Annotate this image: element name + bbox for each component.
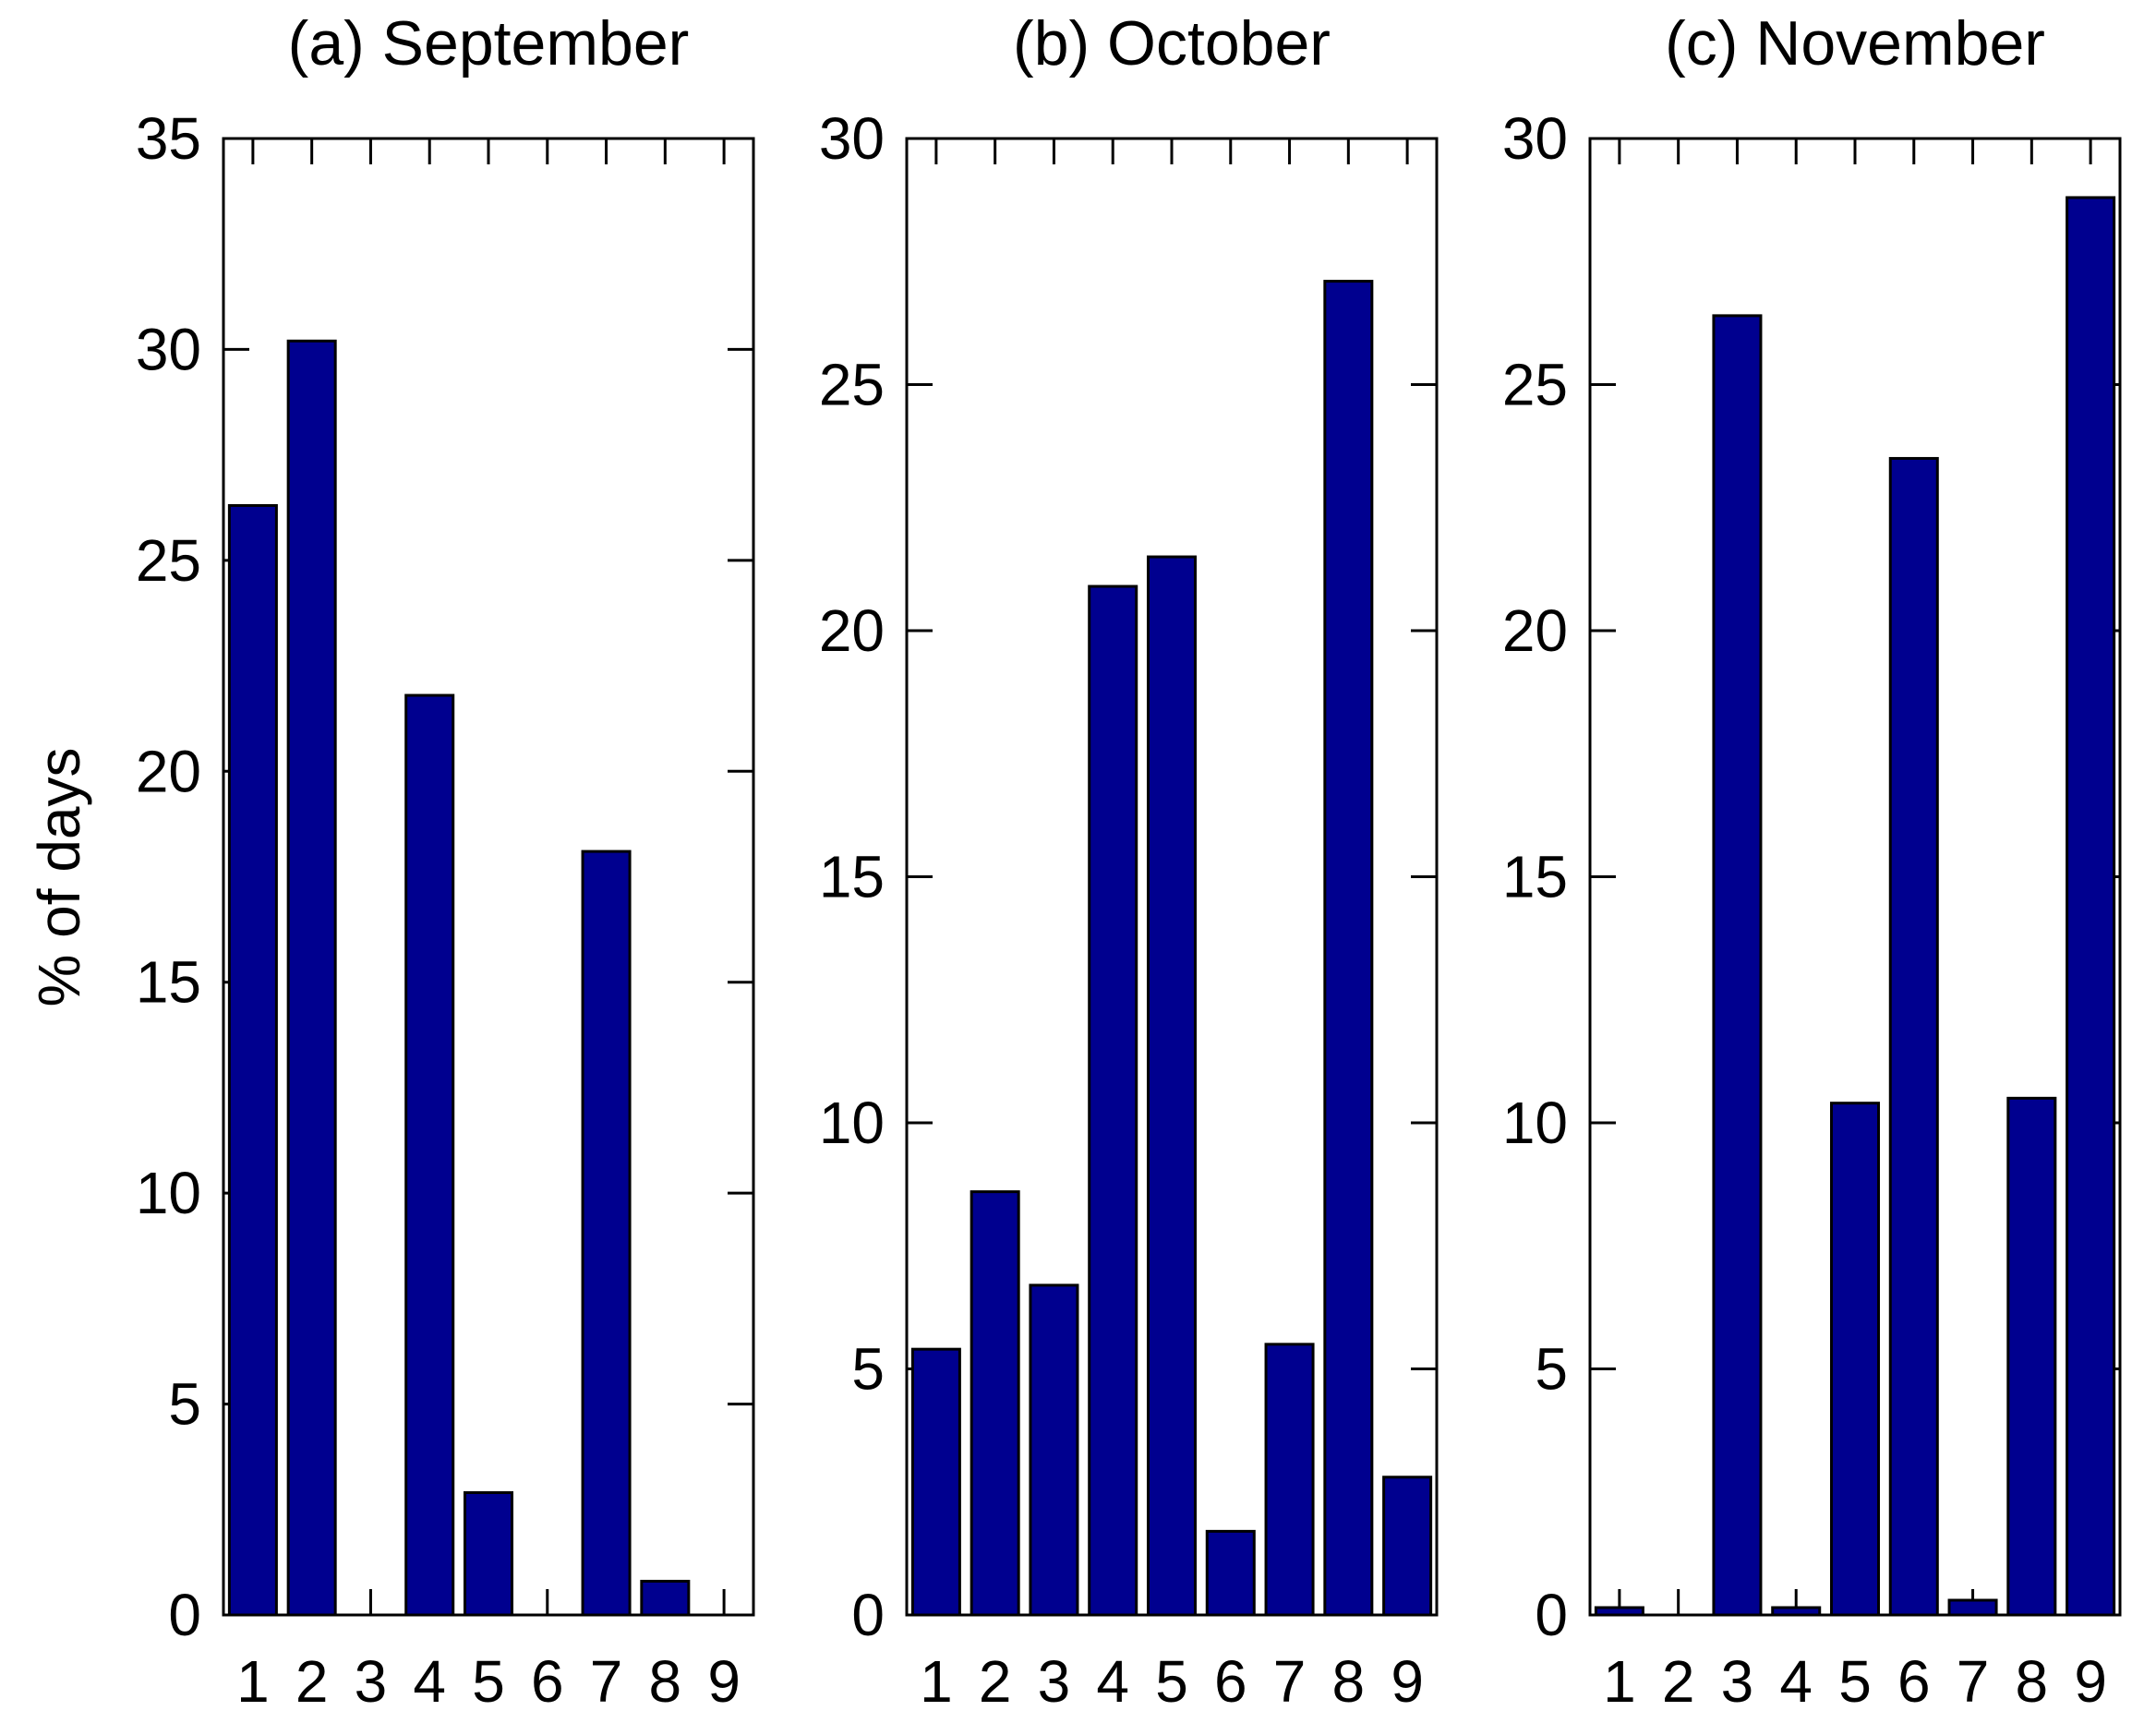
y-tick-label: 20 [136,738,201,804]
bar-4 [404,693,455,1617]
y-tick-label: 30 [819,105,885,172]
x-tick-label: 9 [2074,1648,2107,1715]
bar-6 [1888,456,1939,1617]
y-tick-label: 0 [851,1582,885,1648]
y-tick-label: 10 [1502,1090,1568,1156]
bar-5 [1146,555,1198,1617]
x-tick-label: 5 [1155,1648,1188,1715]
y-tick-label: 25 [136,527,201,594]
bar-7 [581,849,632,1617]
bar-8 [2006,1096,2057,1617]
y-axis-label: % of days [26,747,92,1007]
x-tick-label: 2 [295,1648,329,1715]
x-tick-label: 9 [1391,1648,1424,1715]
bar-5 [1829,1102,1881,1617]
x-tick-label: 6 [1897,1648,1931,1715]
x-tick-label: 6 [531,1648,564,1715]
x-tick-label: 8 [649,1648,682,1715]
bar-5 [463,1491,514,1617]
bar-8 [1323,280,1374,1617]
y-tick-label: 5 [168,1371,201,1438]
panel-c-title: (c) November [1665,8,2045,78]
bar-8 [640,1579,691,1617]
y-tick-label: 20 [1502,597,1568,664]
x-tick-label: 3 [355,1648,388,1715]
bar-3 [1029,1283,1079,1617]
x-tick-label: 1 [1603,1648,1636,1715]
y-tick-label: 15 [819,844,885,910]
x-tick-label: 9 [707,1648,741,1715]
y-tick-label: 25 [819,352,885,418]
bar-6 [1205,1529,1256,1617]
x-tick-label: 7 [590,1648,623,1715]
plot-box [905,137,1439,1617]
panel-b-title: (b) October [1013,8,1331,78]
y-tick-label: 15 [136,949,201,1016]
bar-9 [1382,1476,1433,1617]
y-tick-label: 5 [1535,1336,1568,1403]
panel-(a) September: 051015202530351 2 3 4 5 6 7 8 9 [136,105,755,1715]
x-tick-label: 8 [1332,1648,1366,1715]
x-tick-label: 5 [472,1648,505,1715]
x-tick-label: 1 [920,1648,953,1715]
x-tick-label: 7 [1957,1648,1990,1715]
y-tick-label: 20 [819,597,885,664]
bar-1 [227,503,278,1617]
y-tick-label: 5 [851,1336,885,1403]
y-tick-label: 25 [1502,352,1568,418]
x-tick-label: 2 [979,1648,1012,1715]
panel-(b) October: 0510152025301 2 3 4 5 6 7 8 9 [819,105,1439,1715]
x-tick-label: 4 [413,1648,446,1715]
bar-3 [1712,314,1763,1617]
plot-box [222,137,755,1617]
y-tick-label: 35 [136,105,201,172]
panel-a-title: (a) September [287,8,690,78]
y-tick-label: 0 [168,1582,201,1648]
y-tick-label: 10 [136,1160,201,1226]
y-tick-label: 30 [136,316,201,382]
x-tick-label: 6 [1214,1648,1247,1715]
plot-box [1588,137,2122,1617]
x-tick-label: 4 [1779,1648,1813,1715]
x-tick-label: 1 [236,1648,270,1715]
y-tick-label: 10 [819,1090,885,1156]
x-tick-label: 2 [1662,1648,1695,1715]
bar-1 [910,1347,961,1617]
x-tick-label: 4 [1096,1648,1129,1715]
x-tick-label: 8 [2016,1648,2049,1715]
x-tick-label: 5 [1838,1648,1872,1715]
x-tick-label: 7 [1273,1648,1307,1715]
bar-4 [1088,584,1138,1617]
x-tick-label: 3 [1721,1648,1754,1715]
panel-(c) November: 0510152025301 2 3 4 5 6 7 8 9 [1502,105,2122,1715]
y-tick-label: 0 [1535,1582,1568,1648]
bar-7 [1264,1343,1315,1617]
y-tick-label: 30 [1502,105,1568,172]
y-tick-label: 15 [1502,844,1568,910]
bar-2 [286,339,337,1617]
x-tick-label: 3 [1038,1648,1071,1715]
bar-2 [970,1190,1020,1617]
bar-7 [1947,1598,1998,1617]
bar-9 [2066,196,2116,1617]
